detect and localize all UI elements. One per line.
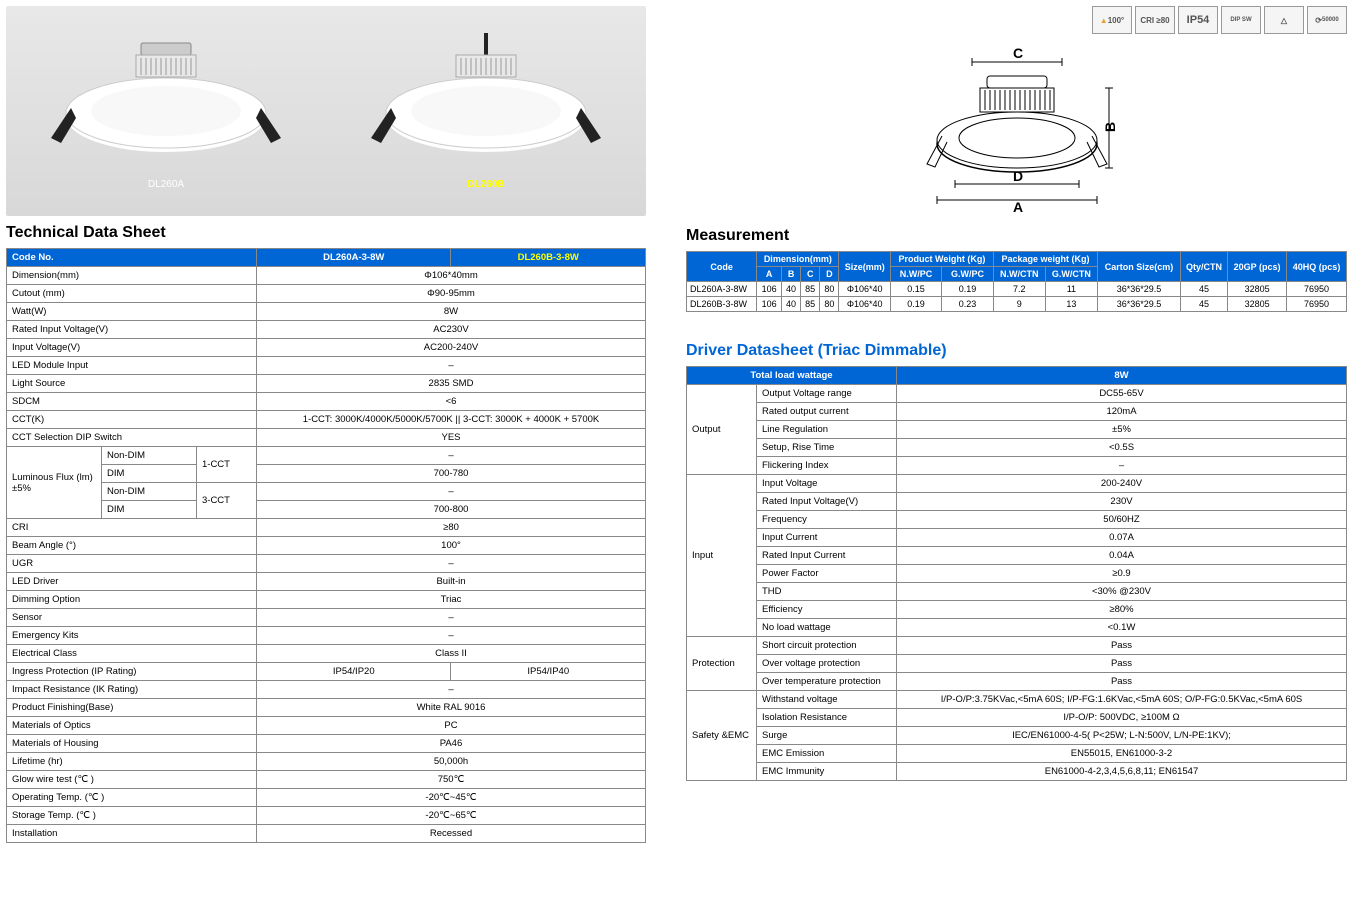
driver-table: Total load wattage 8W OutputOutput Volta…: [686, 366, 1347, 781]
svg-text:B: B: [1102, 122, 1118, 132]
cert-cri: CRI ≥80: [1135, 6, 1175, 34]
cert-badges: ▲100° CRI ≥80 IP54 DIP SW △ ⟳50000: [686, 6, 1347, 34]
cert-hours: ⟳50000: [1307, 6, 1347, 34]
product-a-label: DL260A: [46, 179, 286, 190]
svg-text:A: A: [1013, 199, 1023, 214]
driver-title: Driver Datasheet (Triac Dimmable): [686, 342, 1347, 360]
product-b-label: DL260B: [366, 179, 606, 190]
product-img-b: DL260B: [366, 33, 606, 190]
product-img-a: DL260A: [46, 33, 286, 190]
cert-beam: ▲100°: [1092, 6, 1132, 34]
product-images: DL260A DL260B: [6, 6, 646, 216]
lumen-label: Luminous Flux (lm) ±5%: [7, 447, 102, 519]
cert-dim: △: [1264, 6, 1304, 34]
dimension-diagram: C B D A: [686, 44, 1347, 217]
svg-text:D: D: [1013, 168, 1023, 184]
tech-table: Code No. DL260A-3-8W DL260B-3-8W Dimensi…: [6, 248, 646, 843]
tech-title: Technical Data Sheet: [6, 224, 646, 242]
measurement-title: Measurement: [686, 227, 1347, 245]
cert-ip: IP54: [1178, 6, 1218, 34]
tech-col1: DL260A-3-8W: [257, 249, 451, 267]
svg-text:C: C: [1013, 45, 1023, 61]
cert-dip: DIP SW: [1221, 6, 1261, 34]
measurement-table: Code Dimension(mm) Size(mm) Product Weig…: [686, 251, 1347, 312]
tech-header-code: Code No.: [7, 249, 257, 267]
tech-col2: DL260B-3-8W: [451, 249, 646, 267]
